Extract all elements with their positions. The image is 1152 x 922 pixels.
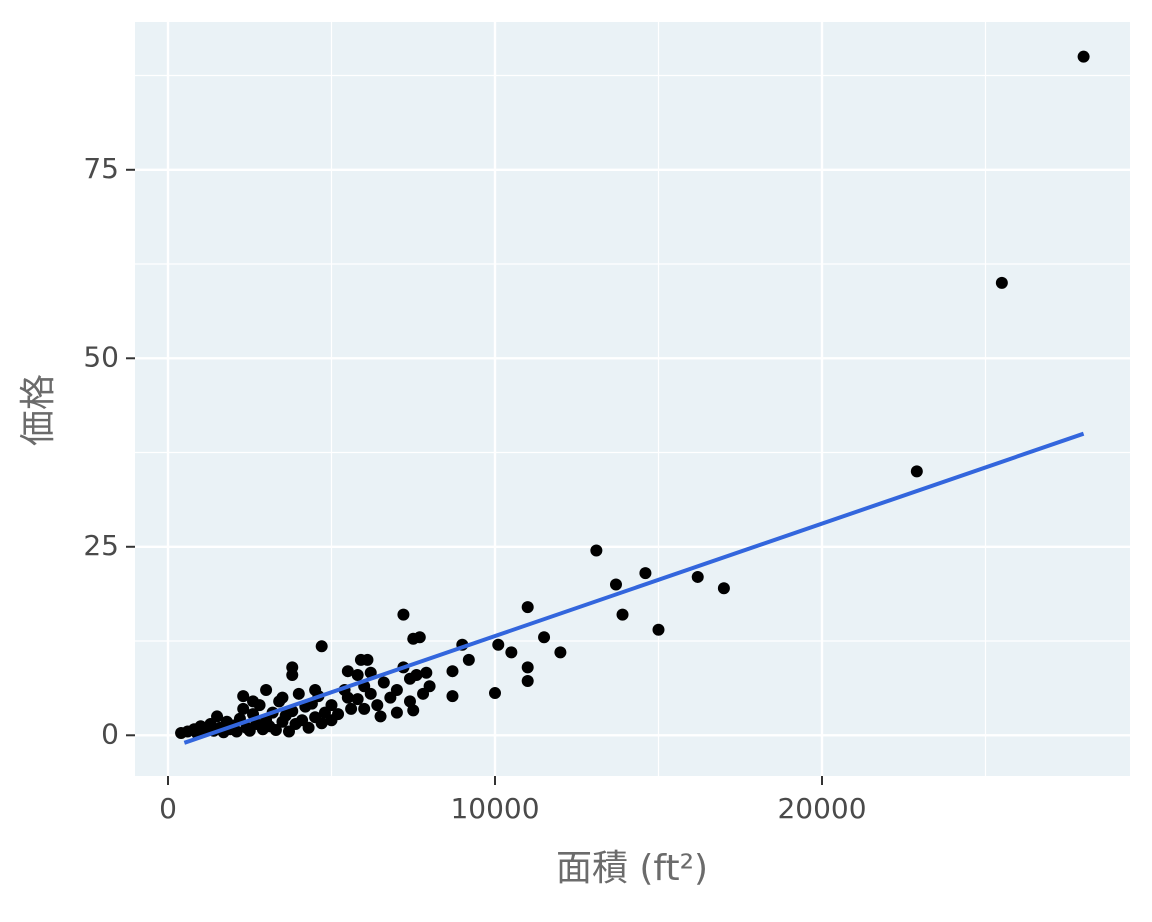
data-point <box>276 691 289 704</box>
data-point <box>247 695 260 708</box>
data-point <box>910 465 923 478</box>
data-point <box>403 695 416 708</box>
data-point <box>462 653 475 666</box>
data-point <box>639 567 652 580</box>
data-point <box>260 684 273 697</box>
data-point <box>358 702 371 715</box>
data-point <box>554 646 567 659</box>
data-point <box>521 674 534 687</box>
data-point <box>521 601 534 614</box>
data-point <box>390 684 403 697</box>
data-point <box>505 646 518 659</box>
data-point <box>325 699 338 712</box>
data-point <box>351 668 364 681</box>
data-point <box>364 687 377 700</box>
data-point <box>332 708 345 721</box>
data-point <box>397 608 410 621</box>
data-point <box>390 706 403 719</box>
x-tick-label: 0 <box>159 792 177 825</box>
data-point <box>417 687 430 700</box>
x-axis-title: 面積 (ft²) <box>556 848 708 889</box>
data-point <box>341 665 354 678</box>
data-point <box>230 725 243 738</box>
data-point <box>420 666 433 679</box>
data-point <box>237 702 250 715</box>
y-axis-title: 価格 <box>18 374 59 446</box>
trend-line <box>183 431 1085 745</box>
data-point <box>410 668 423 681</box>
data-point <box>717 582 730 595</box>
data-point <box>1077 50 1090 63</box>
y-tick-label: 0 <box>101 717 119 750</box>
data-point <box>691 570 704 583</box>
y-tick-label: 50 <box>83 340 119 373</box>
data-point <box>413 631 426 644</box>
data-point <box>995 276 1008 289</box>
data-point <box>590 544 603 557</box>
data-point <box>309 684 322 697</box>
y-tick-label: 75 <box>83 152 119 185</box>
data-point <box>269 724 282 737</box>
data-point <box>354 653 367 666</box>
data-point <box>371 699 384 712</box>
data-point <box>302 721 315 734</box>
data-point <box>652 623 665 636</box>
x-tick-label: 10000 <box>450 792 539 825</box>
data-point <box>237 690 250 703</box>
data-point <box>538 631 551 644</box>
data-point <box>315 640 328 653</box>
data-point <box>407 704 420 717</box>
data-point <box>492 638 505 651</box>
plot-panel <box>135 22 1130 776</box>
data-point <box>616 608 629 621</box>
data-point <box>446 665 459 678</box>
x-tick-label: 20000 <box>777 792 866 825</box>
data-point <box>211 710 224 723</box>
data-point <box>374 710 387 723</box>
data-point <box>446 690 459 703</box>
data-point <box>521 661 534 674</box>
y-tick-label: 25 <box>83 529 119 562</box>
data-point <box>345 702 358 715</box>
data-point <box>292 687 305 700</box>
data-point <box>315 717 328 730</box>
data-point <box>351 693 364 706</box>
data-point <box>377 676 390 689</box>
data-point <box>286 668 299 681</box>
data-point <box>609 578 622 591</box>
data-point <box>488 687 501 700</box>
